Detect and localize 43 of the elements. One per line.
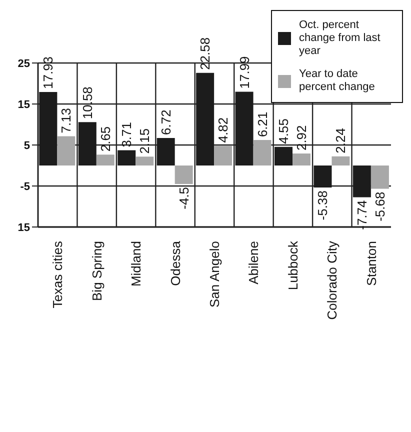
bar	[292, 154, 311, 166]
x-tick-label: Colorado City	[324, 240, 340, 320]
data-label: 2.92	[294, 125, 310, 151]
bar	[174, 166, 193, 184]
x-tick-label: Abilene	[246, 241, 262, 284]
bar	[370, 166, 389, 189]
data-label: 2.65	[98, 126, 113, 152]
data-label: 3.71	[119, 122, 134, 148]
data-label: 6.21	[254, 112, 270, 138]
data-label: 4.55	[276, 118, 292, 144]
data-label: 2.15	[137, 128, 152, 154]
bar	[332, 156, 350, 166]
y-tick-label: -5	[20, 180, 30, 193]
data-label: 17.99	[236, 56, 252, 89]
data-label: 6.72	[158, 110, 174, 135]
data-label: -5.68	[372, 192, 388, 222]
legend-label: Year to date percent change	[299, 68, 376, 94]
x-tick-label: Stanton	[364, 241, 379, 286]
y-tick-label: 5	[24, 140, 30, 152]
x-tick-label: Big Spring	[89, 241, 104, 301]
x-tick-label: Odessa	[168, 240, 183, 286]
x-tick-label: Texas cities	[50, 240, 66, 308]
data-label: -5.38	[315, 190, 330, 220]
x-tick-label: Midland	[128, 241, 144, 287]
bar	[214, 146, 232, 166]
data-label: 22.58	[198, 37, 213, 70]
data-label: -4.5	[176, 186, 192, 210]
data-label: 4.82	[216, 117, 231, 143]
data-label: 7.13	[58, 108, 74, 134]
bar	[136, 156, 154, 166]
legend-label: Oct. percent change from last year	[299, 19, 382, 58]
bar	[57, 136, 76, 166]
y-tick-label: 25	[18, 58, 30, 70]
x-tick-label: Lubbock	[285, 240, 300, 290]
data-label: 17.93	[40, 56, 56, 89]
data-label: 2.24	[333, 128, 348, 154]
y-tick-label: 15	[18, 222, 30, 234]
x-tick-label: San Angelo	[207, 241, 222, 308]
data-label: -7.74	[354, 200, 370, 230]
bar	[253, 140, 272, 166]
data-label: 10.58	[80, 86, 95, 120]
y-tick-label: 15	[18, 98, 30, 111]
bar	[96, 154, 114, 166]
